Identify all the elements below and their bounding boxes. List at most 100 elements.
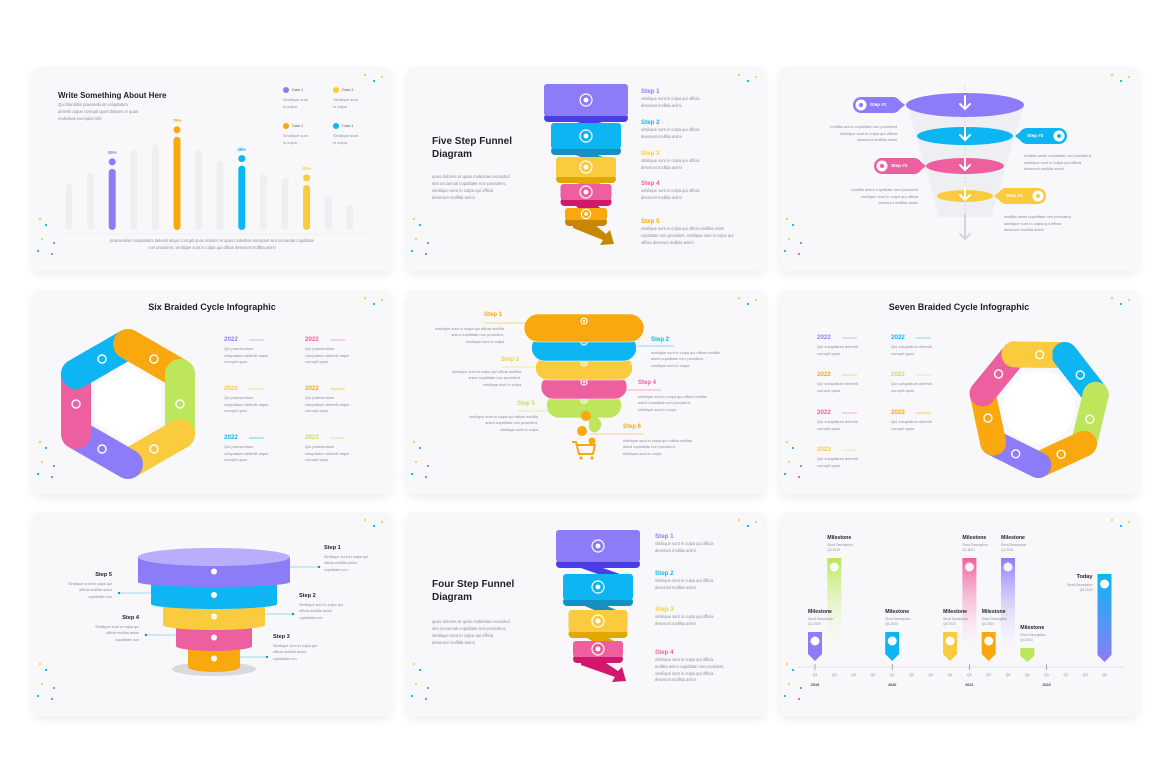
year-label: 2022 [891, 371, 905, 378]
confetti-dot [412, 662, 416, 666]
quarter-label: Q2 [831, 673, 837, 677]
step-text: mollitia animi cupiditate non provident … [1004, 214, 1071, 233]
year-label: 2022 [1042, 683, 1051, 687]
year-label: 2022 [891, 334, 905, 341]
slide-step-funnel[interactable]: Step #1 Step #2 Step #3 Step #4 mollitia ani… [779, 67, 1139, 271]
door-icon-bg [580, 208, 592, 220]
slide-description: Qui blanditiis praesentium voluptatum de… [58, 102, 139, 121]
confetti-dot [412, 217, 416, 221]
year-text: Qui praesentium voluptatum deleniti atqu… [305, 444, 350, 463]
brain-icon-core [595, 646, 601, 652]
gear-icon-bg [591, 539, 605, 553]
slide-artwork [410, 296, 758, 479]
step-text: similique sunt in culpa qui officia dese… [655, 614, 714, 626]
data-label: 45% [107, 149, 117, 155]
slide-seven-braided-cycle[interactable]: Seven Braided Cycle Infographic 2022 Qui v… [779, 290, 1139, 494]
step-title: Step 5 [517, 401, 536, 407]
year-label: 2022 [817, 409, 831, 416]
confetti-dot [40, 237, 44, 241]
thumbs-up-icon-glyph [1057, 134, 1061, 138]
confetti-dot [424, 697, 428, 701]
slide-timeline[interactable]: 2019 Q1 Q2 Q3 Q4 2020 Q1 Q2 Q3 Q4 2021 Q1 Q2 Q3 Q4 2022… [779, 512, 1139, 716]
door-icon-core [584, 212, 588, 216]
year-label: 2022 [224, 385, 238, 392]
step-text: Similique sunt in culpa qui officia moll… [95, 625, 139, 642]
slide-four-step-funnel[interactable]: Four Step Funnel Diagram quos dolores et … [406, 512, 766, 716]
step-title: Step 2 [299, 593, 316, 599]
slide-3d-funnel[interactable]: Step 1 Similique sunt in culpa qui offici… [32, 512, 392, 716]
leaf-icon [829, 562, 839, 572]
milestone-description: Short Description [981, 617, 1007, 621]
quarter-label: Q3 [1005, 673, 1011, 677]
confetti-dot [36, 249, 40, 253]
milestone-date: Q2 2021 [981, 622, 995, 626]
step-title: Step 1 [641, 88, 660, 95]
background-bar [87, 173, 95, 230]
step-text: similique sunt in culpa qui officia moll… [638, 394, 707, 412]
step-pill [874, 158, 922, 174]
background-bar [281, 178, 289, 230]
confetti-dot [791, 446, 795, 450]
confetti-dot [799, 241, 803, 245]
step-text: Similique sunt in culpa qui officia moll… [324, 555, 368, 572]
milestone-description: Short Description [1020, 633, 1046, 637]
year-label: 2022 [224, 434, 238, 441]
quarter-label: Q3 [1082, 673, 1088, 677]
step-text: Similique sunt in culpa qui officia moll… [299, 603, 343, 620]
step-text: mollitia animi cupiditate non provident … [851, 187, 918, 206]
legend-label: Data 2 [292, 124, 304, 128]
rocket-icon-core [583, 133, 589, 139]
confetti-dot [787, 460, 791, 464]
shapes-icon [71, 399, 81, 409]
sun-icon-core [582, 361, 586, 365]
confetti-dot [414, 237, 418, 241]
year-text: Qui praesentium voluptatum deleniti atqu… [305, 346, 350, 365]
rocket-icon-bg [591, 580, 605, 594]
gear-icon-core [595, 543, 601, 549]
confetti-dot [785, 662, 789, 666]
milestone-description: Short Description [885, 617, 911, 621]
camera-icon [1075, 370, 1085, 380]
band-swirl [589, 414, 602, 433]
confetti-dot [38, 440, 42, 444]
down-arrow-icon [959, 214, 971, 241]
step-text: similique sunt in culpa qui officia moll… [651, 350, 720, 368]
slide-six-step-funnel[interactable]: Step 1 similique sunt in culpa qui offici… [406, 290, 766, 494]
step-title: Step 5 [641, 218, 660, 225]
confetti-dot [44, 446, 48, 450]
globe-icon [579, 160, 593, 174]
step-title: Step 4 [641, 180, 660, 187]
confetti-dot [1127, 520, 1131, 524]
step-title: Step 3 [641, 150, 660, 157]
data-bar-dot [173, 126, 181, 134]
milestone-title: Milestone [827, 535, 852, 541]
funnel-band [523, 313, 645, 343]
down-arrow-icon [959, 186, 971, 202]
slide-title: Four Step Funnel Diagram [432, 579, 515, 603]
slide-six-braided-cycle[interactable]: Six Braided Cycle Infographic 2022 Qui pra… [32, 290, 392, 494]
quarter-label: Q1 [889, 673, 895, 677]
legend-label: Data 4 [342, 124, 354, 128]
slide-artwork [410, 73, 758, 256]
year-text: Qui praesentium voluptatum deleniti atqu… [305, 395, 350, 414]
slide-five-step-funnel[interactable]: Five Step Funnel Diagram quos dolores et … [406, 67, 766, 271]
chat-icon [887, 636, 897, 646]
slide-artwork [783, 73, 1131, 256]
legend-marker [333, 123, 339, 129]
confetti-dot [38, 217, 42, 221]
confetti-dot [363, 296, 367, 300]
legend-text: Similique sunt in culpa [333, 97, 358, 109]
connector-dot [265, 655, 269, 659]
slide-bar-chart[interactable]: Write Something About Here Qui blanditiis… [32, 67, 392, 271]
pill-pointer [900, 101, 905, 109]
confetti-dot [787, 682, 791, 686]
slide-title: Write Something About Here [58, 91, 167, 100]
confetti-dot [410, 249, 414, 253]
confetti-dot [787, 237, 791, 241]
cart-wheel [579, 456, 583, 460]
rocket-icon-glyph [880, 164, 884, 168]
ribbon-twist [581, 657, 626, 682]
door-icon [580, 208, 592, 220]
down-arrow-icon [959, 95, 971, 111]
slide-artwork [36, 73, 384, 256]
